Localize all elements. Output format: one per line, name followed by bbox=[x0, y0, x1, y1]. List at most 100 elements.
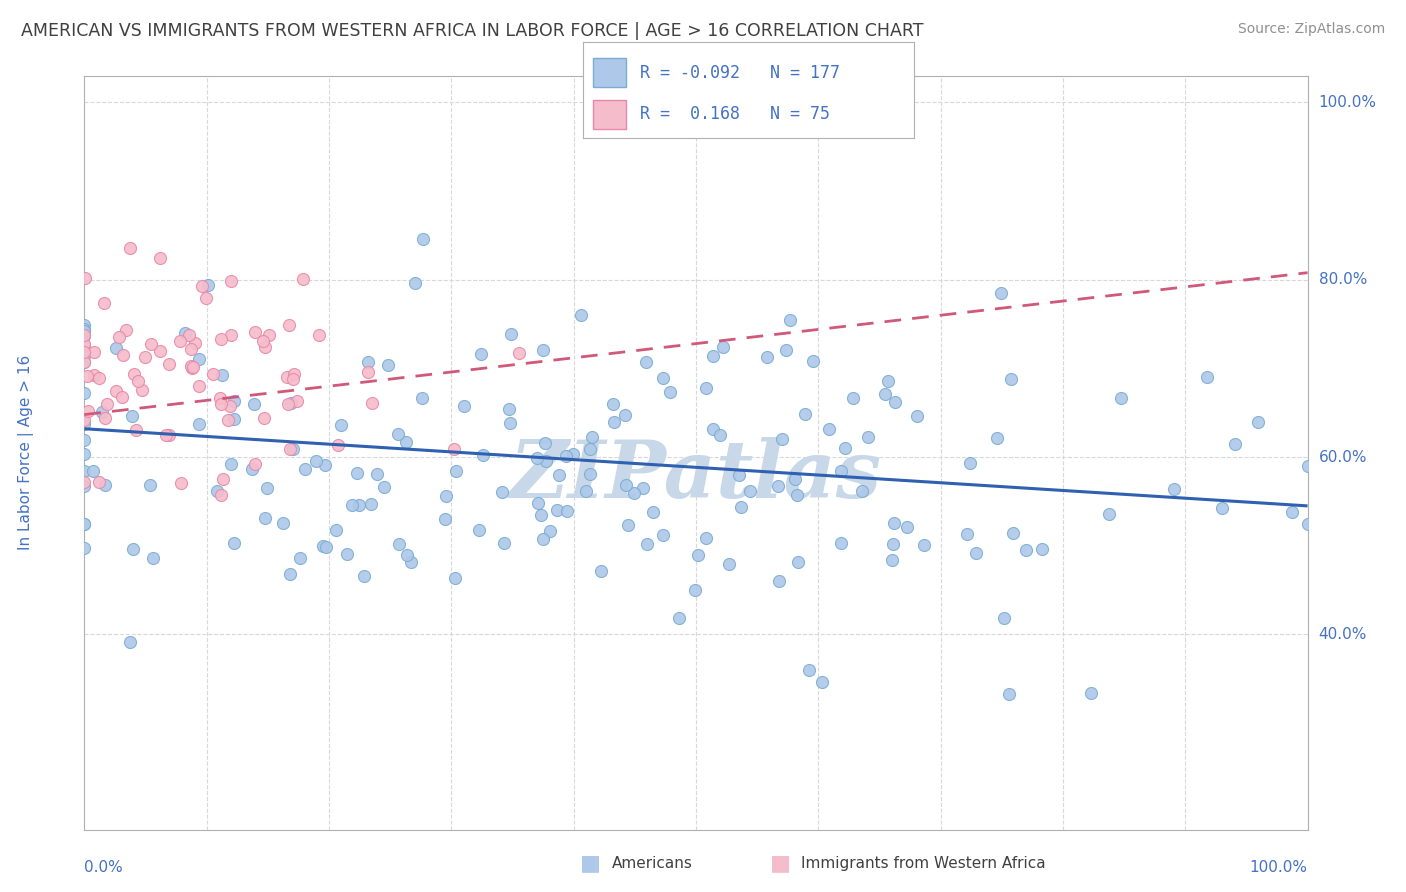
Point bbox=[534, 454, 557, 468]
Point bbox=[793, 407, 815, 421]
Point bbox=[76, 369, 98, 384]
Point bbox=[174, 326, 197, 341]
Point bbox=[294, 462, 316, 476]
Point bbox=[73, 328, 96, 343]
Point bbox=[768, 574, 790, 589]
Point bbox=[73, 328, 96, 343]
Point bbox=[277, 318, 299, 333]
Point bbox=[730, 500, 752, 515]
Point bbox=[412, 232, 434, 246]
Point bbox=[613, 409, 636, 423]
Point bbox=[191, 279, 214, 293]
Point bbox=[139, 337, 162, 351]
Point bbox=[686, 548, 709, 562]
Point bbox=[209, 332, 232, 346]
Point bbox=[115, 323, 138, 337]
Point bbox=[433, 512, 456, 526]
Point bbox=[395, 435, 418, 450]
Point bbox=[470, 347, 492, 361]
Point bbox=[1281, 505, 1303, 519]
Point bbox=[73, 355, 96, 369]
Point bbox=[877, 375, 900, 389]
Point bbox=[555, 504, 578, 518]
Point bbox=[651, 371, 673, 385]
Point bbox=[73, 270, 96, 285]
Point bbox=[695, 531, 717, 545]
Point bbox=[830, 464, 852, 478]
Point bbox=[346, 466, 368, 480]
Bar bbox=[593, 58, 627, 87]
Point bbox=[1296, 516, 1319, 531]
Point bbox=[224, 535, 246, 549]
Point bbox=[155, 427, 177, 442]
Point bbox=[373, 480, 395, 494]
Point bbox=[1000, 372, 1022, 386]
Point bbox=[87, 371, 110, 385]
Point bbox=[93, 295, 115, 310]
Point bbox=[73, 322, 96, 336]
Point bbox=[896, 520, 918, 534]
Point bbox=[290, 550, 312, 565]
Point bbox=[702, 422, 724, 436]
Point bbox=[125, 423, 148, 437]
Point bbox=[1031, 541, 1053, 556]
Point bbox=[73, 413, 96, 427]
Point bbox=[956, 527, 979, 541]
Point bbox=[131, 383, 153, 397]
Text: In Labor Force | Age > 16: In Labor Force | Age > 16 bbox=[18, 355, 34, 550]
Point bbox=[252, 334, 274, 348]
Point bbox=[219, 328, 242, 343]
Point bbox=[395, 549, 418, 563]
Point bbox=[366, 467, 388, 481]
Point bbox=[810, 675, 832, 690]
Point bbox=[194, 292, 217, 306]
Point bbox=[243, 397, 266, 411]
Point bbox=[187, 379, 209, 393]
Point bbox=[278, 442, 301, 456]
Text: Immigrants from Western Africa: Immigrants from Western Africa bbox=[801, 856, 1046, 871]
Point bbox=[578, 442, 600, 456]
Point bbox=[76, 404, 98, 418]
Point bbox=[786, 488, 808, 502]
Point bbox=[882, 537, 904, 551]
Point bbox=[453, 399, 475, 413]
Point bbox=[73, 516, 96, 531]
Point bbox=[94, 411, 117, 425]
Point bbox=[73, 433, 96, 447]
Point bbox=[1247, 415, 1270, 429]
Point bbox=[134, 351, 156, 365]
Point bbox=[755, 350, 778, 364]
Point bbox=[281, 442, 304, 457]
Text: 80.0%: 80.0% bbox=[1319, 272, 1367, 287]
Point bbox=[711, 340, 734, 354]
Point bbox=[491, 485, 513, 500]
Point bbox=[157, 427, 180, 442]
Point bbox=[87, 475, 110, 490]
Point bbox=[530, 508, 553, 523]
Point bbox=[1296, 458, 1319, 473]
Point bbox=[96, 397, 118, 411]
Point bbox=[73, 447, 96, 461]
Point bbox=[468, 524, 491, 538]
Point bbox=[1015, 543, 1038, 558]
Point bbox=[340, 498, 363, 512]
Point bbox=[785, 472, 807, 486]
Point bbox=[183, 359, 205, 374]
Point bbox=[851, 483, 873, 498]
Text: 0.0%: 0.0% bbox=[84, 860, 124, 875]
Point bbox=[685, 583, 707, 598]
Point bbox=[775, 343, 797, 357]
Point bbox=[326, 438, 349, 452]
Text: AMERICAN VS IMMIGRANTS FROM WESTERN AFRICA IN LABOR FORCE | AGE > 16 CORRELATION: AMERICAN VS IMMIGRANTS FROM WESTERN AFRI… bbox=[21, 22, 924, 40]
Point bbox=[138, 478, 160, 492]
Text: R = -0.092   N = 177: R = -0.092 N = 177 bbox=[640, 63, 839, 82]
Point bbox=[90, 405, 112, 419]
Point bbox=[526, 450, 548, 465]
Point bbox=[990, 286, 1012, 301]
Point bbox=[856, 429, 879, 443]
Point bbox=[779, 313, 801, 327]
Point bbox=[579, 467, 602, 481]
Point bbox=[218, 400, 240, 414]
Point bbox=[83, 368, 105, 383]
Point bbox=[73, 350, 96, 364]
